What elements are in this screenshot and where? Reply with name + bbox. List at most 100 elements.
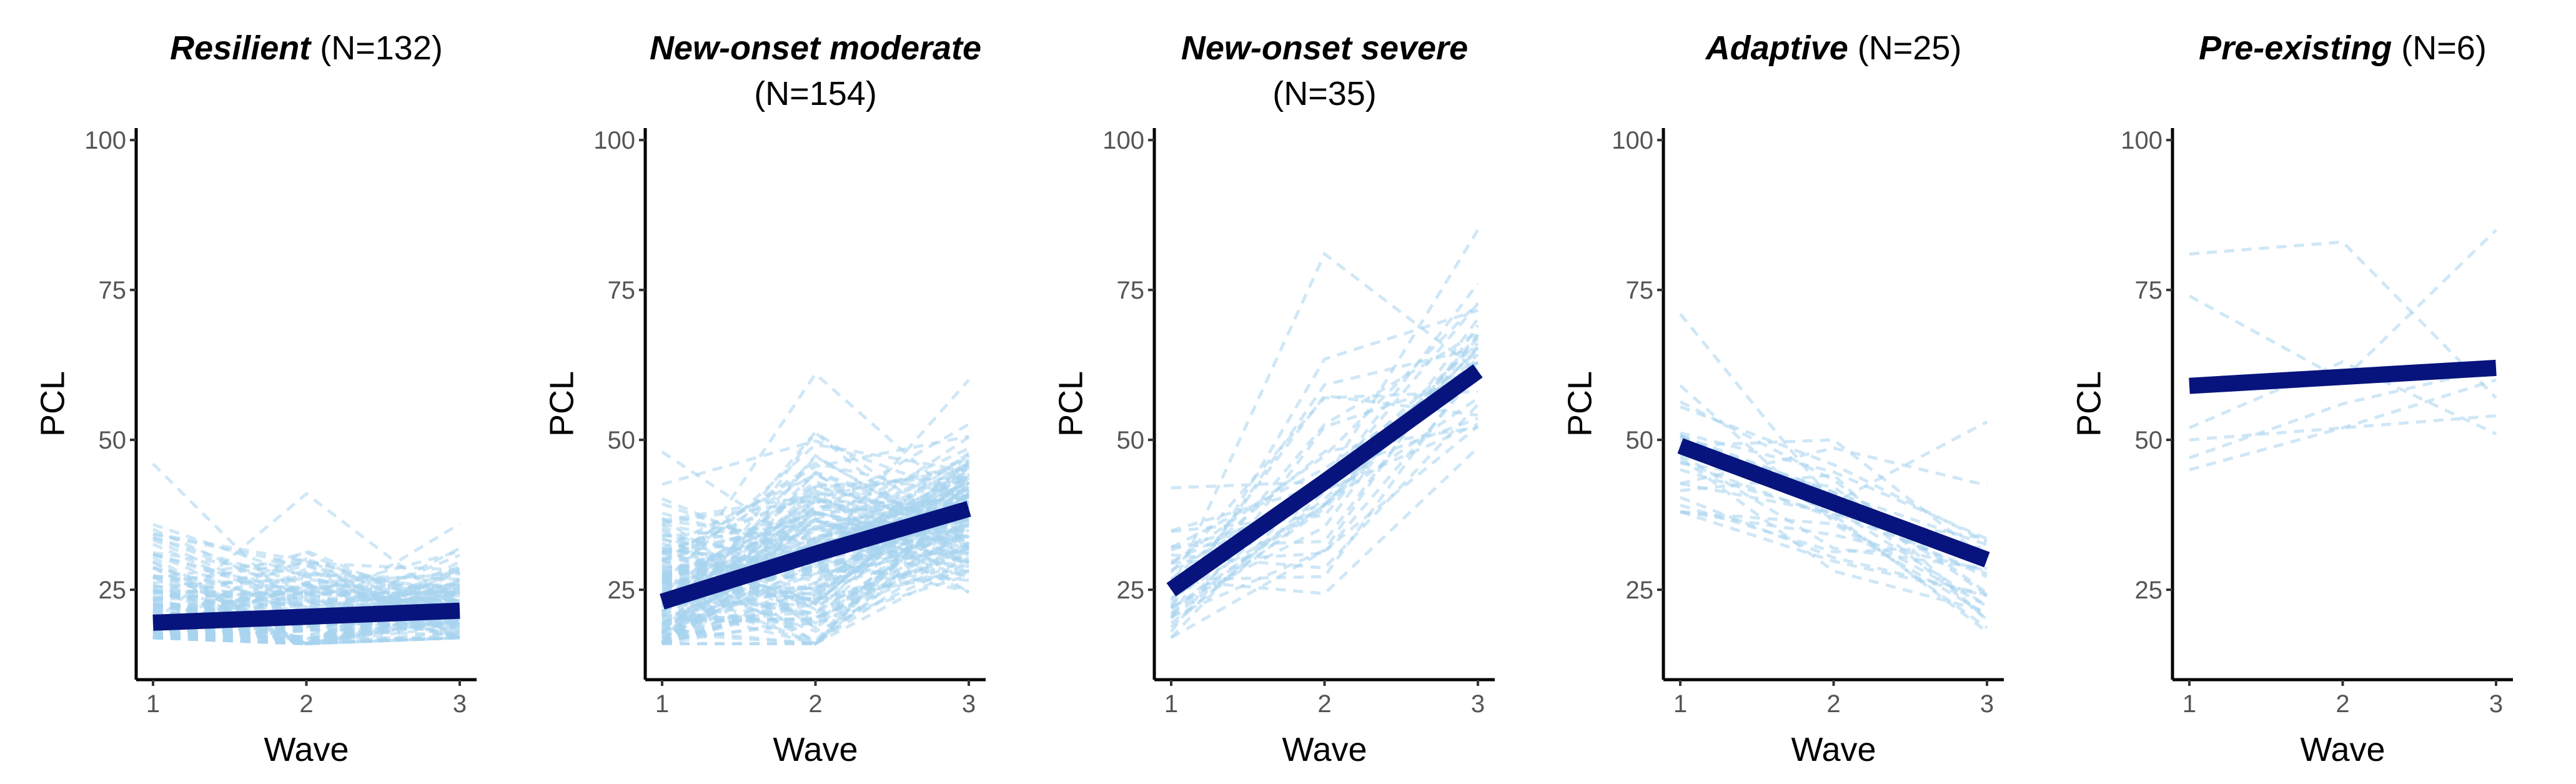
x-axis-title: Wave <box>773 731 858 768</box>
individual-line <box>661 510 969 598</box>
y-tick-label: 25 <box>608 577 636 604</box>
x-tick-label: 2 <box>1317 690 1331 718</box>
panel-title-count: (N=25) <box>1848 29 1962 67</box>
individual-line <box>1171 333 1479 533</box>
individual-line <box>1170 317 1480 609</box>
y-axis-title: PCL <box>1052 371 1089 437</box>
individual-line <box>1170 425 1479 581</box>
individual-line <box>152 570 460 638</box>
individual-line <box>661 461 970 622</box>
individual-line <box>1680 510 1988 598</box>
x-tick-label: 1 <box>2182 690 2196 718</box>
individual-line <box>1170 390 1479 574</box>
individual-line <box>1680 495 1988 597</box>
individual-line <box>661 481 970 646</box>
individual-line <box>152 553 460 620</box>
individual-line <box>661 480 970 646</box>
y-tick-label: 75 <box>1117 277 1145 304</box>
individual-line <box>1169 251 1479 591</box>
y-tick-label: 50 <box>608 427 636 454</box>
x-axis-title: Wave <box>1791 731 1876 768</box>
individual-line <box>661 423 970 579</box>
x-tick-label: 2 <box>1826 690 1840 718</box>
y-tick-label: 100 <box>1102 127 1144 154</box>
individual-line <box>661 507 970 625</box>
y-axis-title: PCL <box>543 371 580 437</box>
individual-line <box>152 565 460 619</box>
panel-title: Pre-existing (N=6) <box>2199 29 2487 67</box>
panel-title: Resilient (N=132) <box>170 29 443 67</box>
panel-title: New-onset severe <box>1181 29 1468 67</box>
individual-line <box>1170 422 1479 563</box>
y-tick-label: 25 <box>99 577 127 604</box>
y-tick-label: 75 <box>1626 277 1654 304</box>
individual-line <box>152 559 460 645</box>
panel-3: New-onset severe (N=35) 25 50 75 100 1 2 3 Wave PC… <box>1052 29 1495 768</box>
y-tick-label: 25 <box>1117 577 1145 604</box>
x-axis-title: Wave <box>1282 731 1367 768</box>
individual-line <box>1679 400 1988 595</box>
panel-5: Pre-existing (N=6) 25 50 75 100 1 2 3 Wave PCL <box>2070 29 2513 768</box>
panel-title-count: (N=35) <box>1272 75 1377 112</box>
individual-line <box>1680 405 1988 543</box>
y-tick-label: 75 <box>2135 277 2163 304</box>
individual-line <box>661 542 970 625</box>
individual-lines <box>660 371 970 646</box>
trend-line <box>1677 438 1990 568</box>
individual-line <box>152 492 461 624</box>
individual-line <box>152 582 460 646</box>
panel-2: New-onset moderate (N=154) 25 50 75 100 1 2 3 Wav… <box>543 29 986 768</box>
y-tick-label: 100 <box>84 127 126 154</box>
individual-line <box>152 528 460 633</box>
x-tick-label: 1 <box>655 690 669 718</box>
panel-title-label: Adaptive <box>1705 29 1848 67</box>
individual-line <box>1680 482 1988 575</box>
y-axis-title: PCL <box>1561 371 1598 437</box>
individual-line <box>1680 437 1988 621</box>
y-tick-label: 25 <box>1626 577 1654 604</box>
panel-title: Adaptive (N=25) <box>1705 29 1962 67</box>
individual-line <box>2188 229 2497 382</box>
individual-line <box>1680 460 1988 630</box>
individual-line <box>1679 452 1988 570</box>
trend-line <box>2189 359 2497 394</box>
x-tick-label: 1 <box>1164 690 1178 718</box>
y-tick-label: 100 <box>593 127 635 154</box>
individual-line <box>1171 403 1479 570</box>
trend-line <box>1166 364 1483 597</box>
y-axis-title: PCL <box>34 371 71 437</box>
panel-4: Adaptive (N=25) 25 50 75 100 1 2 3 Wave PCL <box>1561 29 2004 768</box>
x-tick-label: 2 <box>299 690 313 718</box>
y-tick-label: 50 <box>1117 427 1145 454</box>
panel-title: New-onset moderate <box>650 29 981 67</box>
x-axis-title: Wave <box>2300 731 2385 768</box>
individual-line <box>661 460 970 641</box>
individual-line <box>1170 361 1479 549</box>
x-tick-label: 3 <box>2489 690 2503 718</box>
y-tick-label: 25 <box>2135 577 2163 604</box>
individual-line <box>1679 384 1988 608</box>
individual-line <box>152 575 460 646</box>
y-tick-label: 100 <box>2121 127 2162 154</box>
x-tick-label: 2 <box>2336 690 2349 718</box>
y-axis-title: PCL <box>2070 371 2108 437</box>
y-tick-label: 100 <box>1612 127 1653 154</box>
individual-line <box>2189 240 2497 399</box>
individual-line <box>661 488 969 555</box>
individual-line <box>152 564 461 645</box>
individual-lines <box>2188 229 2497 472</box>
individual-line <box>2189 378 2497 472</box>
x-tick-label: 3 <box>1471 690 1485 718</box>
y-tick-label: 50 <box>2135 427 2163 454</box>
panel-title-label: Pre-existing <box>2199 29 2392 67</box>
individual-line <box>662 523 970 645</box>
y-tick-label: 50 <box>1626 427 1654 454</box>
x-tick-label: 1 <box>1673 690 1687 718</box>
panel-title-count: (N=6) <box>2392 29 2487 67</box>
individual-line <box>661 518 970 594</box>
y-tick-label: 75 <box>99 277 127 304</box>
individual-line <box>1680 462 1988 597</box>
trend-line <box>152 602 460 631</box>
individual-line <box>661 545 970 622</box>
individual-line <box>661 465 970 645</box>
